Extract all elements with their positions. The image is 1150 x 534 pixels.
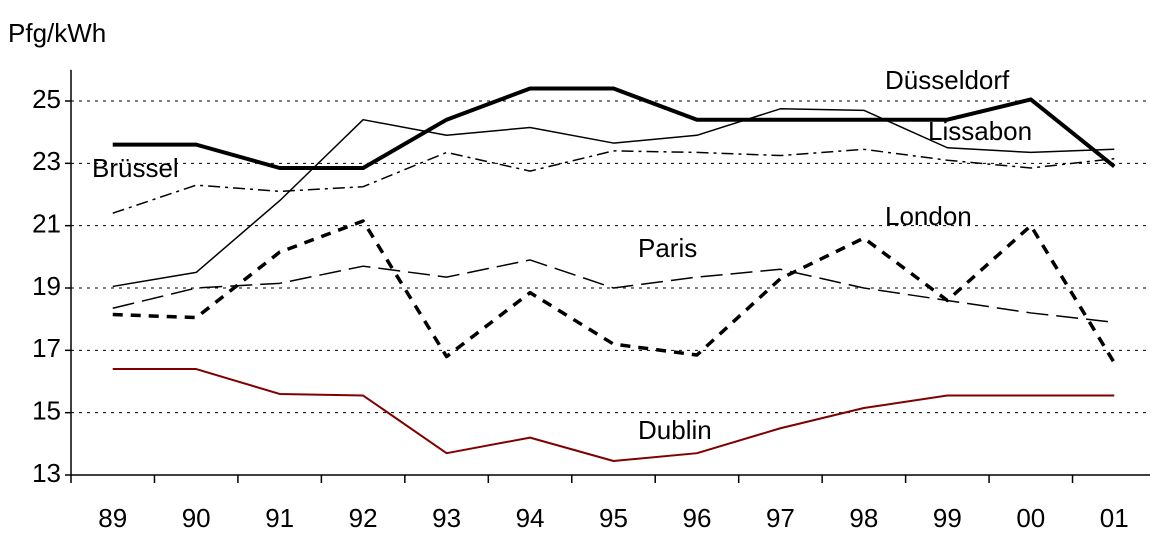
series-line bbox=[112, 148, 1115, 214]
x-tick-label: 94 bbox=[516, 503, 545, 533]
x-tick-label: 00 bbox=[1016, 503, 1045, 533]
series-line bbox=[112, 108, 1115, 288]
y-tick-label: 21 bbox=[32, 209, 61, 239]
series-line bbox=[112, 86, 1116, 171]
series-line bbox=[112, 219, 1116, 364]
series-label: Lissabon bbox=[928, 116, 1032, 146]
y-axis-label: Pfg/kWh bbox=[8, 18, 106, 48]
x-tick-label: 01 bbox=[1100, 503, 1129, 533]
y-tick-label: 13 bbox=[32, 458, 61, 488]
y-tick-label: 23 bbox=[32, 146, 61, 176]
x-tick-label: 95 bbox=[599, 503, 628, 533]
x-tick-label: 96 bbox=[683, 503, 712, 533]
y-tick-label: 17 bbox=[32, 333, 61, 363]
x-tick-label: 92 bbox=[349, 503, 378, 533]
series-label: London bbox=[885, 201, 972, 231]
series-label: Brüssel bbox=[92, 153, 179, 183]
series-label: Paris bbox=[638, 233, 697, 263]
x-tick-label: 99 bbox=[933, 503, 962, 533]
series-line bbox=[112, 368, 1115, 462]
series-label: Dublin bbox=[638, 415, 712, 445]
x-tick-label: 91 bbox=[265, 503, 294, 533]
x-tick-label: 90 bbox=[182, 503, 211, 533]
y-tick-label: 25 bbox=[32, 84, 61, 114]
x-tick-label: 93 bbox=[432, 503, 461, 533]
x-tick-label: 89 bbox=[98, 503, 127, 533]
x-tick-label: 97 bbox=[766, 503, 795, 533]
series-label: Düsseldorf bbox=[885, 65, 1010, 95]
series-line bbox=[112, 259, 1115, 324]
y-tick-label: 15 bbox=[32, 396, 61, 426]
y-tick-label: 19 bbox=[32, 271, 61, 301]
x-tick-label: 98 bbox=[849, 503, 878, 533]
